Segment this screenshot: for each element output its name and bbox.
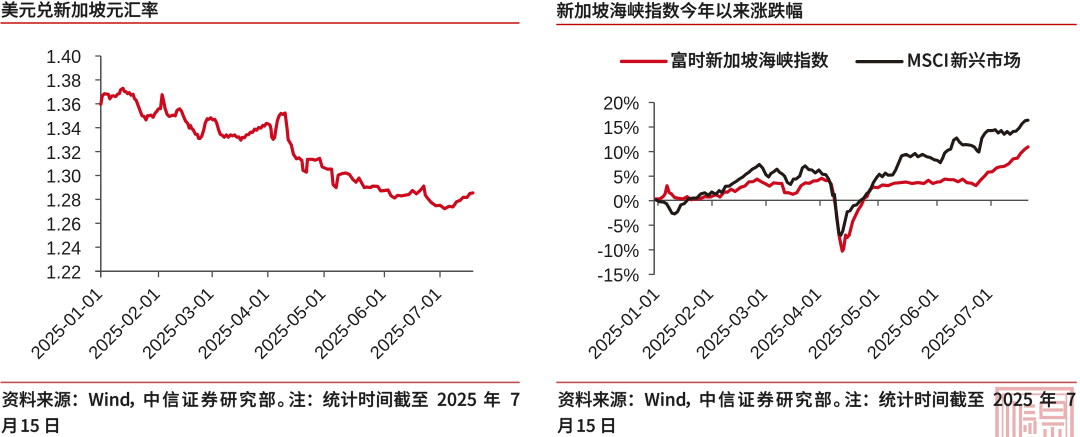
svg-text:-5%: -5%: [607, 216, 639, 236]
svg-text:-10%: -10%: [597, 241, 639, 261]
svg-text:10%: 10%: [603, 143, 639, 163]
svg-text:1.28: 1.28: [46, 191, 81, 211]
svg-text:5%: 5%: [613, 167, 639, 187]
svg-text:15%: 15%: [603, 118, 639, 138]
svg-text:0%: 0%: [613, 192, 639, 212]
svg-text:1.22: 1.22: [46, 262, 81, 282]
svg-text:-15%: -15%: [597, 266, 639, 286]
svg-text:20%: 20%: [603, 94, 639, 114]
svg-text:1.30: 1.30: [46, 167, 81, 187]
svg-text:1.34: 1.34: [46, 119, 81, 139]
svg-text:1.26: 1.26: [46, 215, 81, 235]
svg-text:1.32: 1.32: [46, 143, 81, 163]
svg-text:1.36: 1.36: [46, 95, 81, 115]
svg-text:1.38: 1.38: [46, 71, 81, 91]
svg-text:1.24: 1.24: [46, 238, 81, 258]
svg-text:1.40: 1.40: [46, 47, 81, 67]
